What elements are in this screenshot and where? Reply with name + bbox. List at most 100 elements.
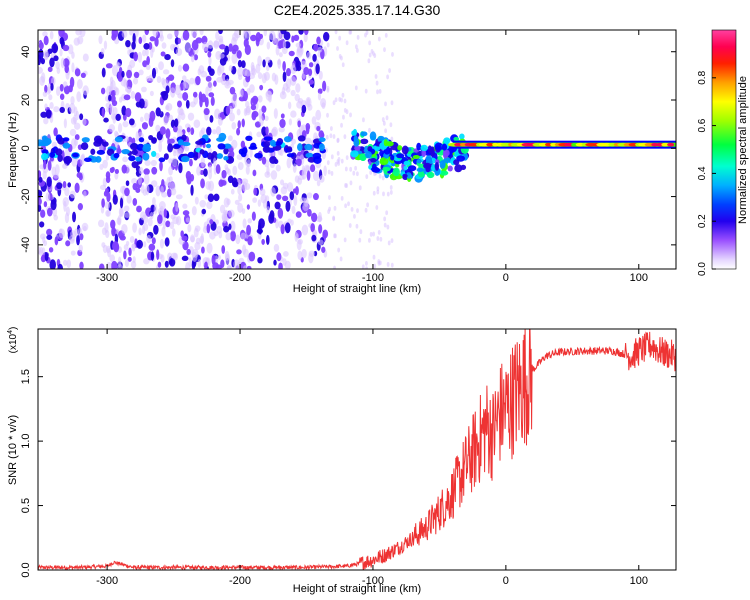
spectrogram-carrier-cell (651, 142, 659, 147)
spectrogram-signal-cell (206, 152, 213, 160)
spectrogram-signal-cell (96, 149, 106, 155)
spectrogram-noise-cell (355, 171, 359, 177)
spectrogram-noise-cell (250, 61, 255, 71)
spectrogram-noise-cell (56, 182, 63, 190)
spectrogram-noise-cell (297, 250, 303, 261)
colorbar-tick-label: 0.6 (697, 118, 708, 132)
spectrogram-noise-cell (307, 103, 313, 111)
spectrogram-noise-cell (236, 127, 241, 136)
spectrogram-noise-cell (334, 162, 338, 167)
spectrogram-noise-cell (359, 229, 363, 235)
spectrogram-noise-cell (121, 223, 128, 234)
spectrogram-noise-cell (289, 191, 295, 201)
spectrogram-noise-cell (58, 228, 65, 239)
spectrogram-noise-cell (246, 159, 251, 168)
spectrogram-noise-cell (54, 236, 59, 246)
spectrogram-noise-cell (306, 170, 311, 181)
spectrogram-noise-cell (389, 190, 393, 195)
spectrogram-noise-cell (146, 234, 152, 244)
spectrogram-noise-cell (259, 84, 264, 91)
spectrogram-noise-cell (123, 94, 131, 101)
spectrogram-noise-cell (164, 260, 169, 268)
spectrogram-noise-cell (322, 229, 329, 239)
spectrogram-noise-cell (285, 200, 291, 212)
spectrogram-noise-cell (129, 30, 133, 36)
snr-frame (37, 328, 677, 571)
spectrogram-noise-cell (158, 201, 166, 210)
spectrogram-signal-cell (130, 143, 139, 151)
spectrogram-noise-cell (323, 31, 330, 42)
spectrogram-noise-cell (141, 224, 146, 235)
spectrogram-band-cell (392, 167, 400, 177)
spectrogram-noise-cell (372, 190, 376, 196)
spectrogram-band-cell (360, 138, 369, 145)
spectrogram-noise-cell (385, 115, 389, 121)
spectrogram-noise-cell (374, 74, 378, 79)
spectrogram-noise-cell (38, 66, 44, 74)
spectrogram-carrier-cell (608, 142, 617, 147)
spectrogram-carrier-cell (460, 142, 467, 147)
spectrogram-noise-cell (237, 186, 242, 195)
spectrogram-band-cell (402, 173, 408, 178)
spectrogram-noise-cell (117, 123, 123, 133)
spectrogram-noise-cell (257, 55, 262, 67)
spectrogram-noise-cell (49, 259, 56, 269)
spectrogram-noise-cell (381, 175, 385, 181)
spectrogram-noise-cell (168, 158, 173, 164)
spectrogram-noise-cell (128, 247, 132, 256)
spectrogram-noise-cell (138, 227, 142, 236)
spectrogram-noise-cell (232, 165, 238, 176)
spectrogram-noise-cell (198, 91, 203, 102)
spectrogram-noise-cell (130, 90, 136, 99)
spectrogram-noise-cell (187, 112, 195, 121)
snr-x-tick-label: 100 (630, 575, 648, 587)
spectrogram-noise-cell (227, 135, 233, 142)
spectrogram-noise-cell (264, 71, 270, 81)
spectrogram-band-cell (459, 133, 465, 140)
spectrogram-noise-cell (160, 254, 165, 263)
spectrogram-noise-cell (294, 231, 298, 242)
spectrogram-noise-cell (182, 75, 187, 82)
spectrogram-noise-cell (149, 212, 154, 220)
spectrogram-noise-cell (161, 42, 167, 49)
spectrogram-signal-cell (177, 139, 184, 146)
spectrogram-noise-cell (348, 30, 352, 35)
spectrogram-signal-cell (199, 149, 205, 155)
spectrogram-noise-cell (124, 187, 130, 197)
spectrogram-noise-cell (349, 180, 353, 186)
spectrogram-signal-cell (151, 150, 157, 157)
spectrogram-noise-cell (175, 202, 179, 212)
spectrogram-noise-cell (168, 138, 175, 144)
spectrogram-noise-cell (301, 224, 309, 236)
spectrogram-band-cell (407, 165, 417, 172)
spectrogram-x-tick-label: 100 (630, 272, 648, 284)
spectrogram-noise-cell (327, 209, 331, 214)
spectrogram-noise-cell (232, 44, 239, 52)
spectrogram-noise-cell (110, 260, 118, 269)
spectrogram-noise-cell (175, 48, 183, 56)
spectrogram-noise-cell (123, 79, 128, 89)
snr-exponent-label: (x104) (7, 327, 19, 354)
spectrogram-noise-cell (138, 69, 144, 76)
spectrogram-noise-cell (103, 117, 109, 123)
spectrogram-band-cell (423, 162, 432, 169)
spectrogram-signal-cell (55, 148, 63, 156)
spectrogram-noise-cell (43, 35, 49, 46)
spectrogram-noise-cell (262, 199, 268, 209)
spectrogram-noise-cell (276, 194, 282, 200)
spectrogram-noise-cell (45, 109, 52, 119)
spectrogram-noise-cell (55, 61, 60, 70)
spectrogram-band-cell (434, 142, 444, 151)
spectrogram-noise-cell (69, 76, 75, 88)
spectrogram-noise-cell (234, 199, 240, 205)
spectrogram-noise-cell (131, 41, 136, 50)
spectrogram-noise-cell (109, 105, 115, 115)
spectrogram-noise-cell (306, 192, 313, 199)
spectrogram-noise-cell (62, 259, 68, 266)
spectrogram-noise-cell (286, 157, 292, 169)
spectrogram-noise-cell (47, 48, 53, 54)
spectrogram-noise-cell (298, 30, 304, 35)
spectrogram-noise-cell (50, 82, 54, 91)
spectrogram-noise-cell (257, 222, 262, 233)
spectrogram-noise-cell (257, 256, 263, 264)
